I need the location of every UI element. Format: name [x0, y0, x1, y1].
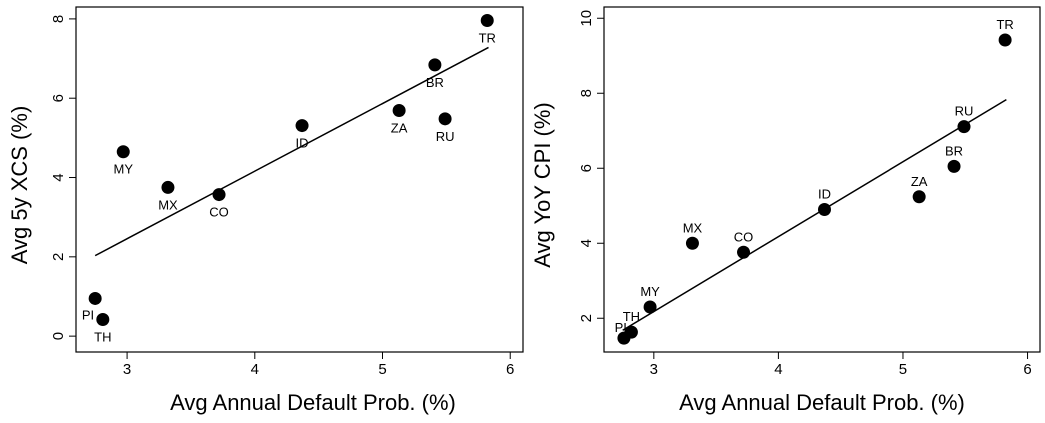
data-point: [392, 104, 406, 117]
data-point: [998, 33, 1012, 47]
x-tick-label: 4: [251, 361, 259, 378]
data-point-label: RU: [436, 129, 455, 144]
data-point: [480, 13, 494, 27]
data-point: [116, 145, 130, 159]
y-tick-label: 0: [50, 332, 67, 340]
plot-frame: [603, 6, 1041, 353]
data-point-label: ID: [296, 136, 309, 151]
y-tick-label: 2: [50, 253, 67, 261]
data-point-label: BR: [945, 143, 963, 158]
trend-line: [622, 98, 1007, 331]
data-point: [643, 300, 657, 314]
y-axis-title: Avg YoY CPI (%): [530, 102, 555, 268]
data-point-label: ID: [818, 187, 831, 202]
data-point-label: MX: [683, 220, 703, 235]
trend-line: [94, 46, 489, 257]
data-point-label: MY: [114, 162, 134, 177]
data-point-label: PI: [615, 320, 627, 335]
data-point: [912, 190, 926, 204]
data-point: [88, 291, 102, 305]
data-point-label: TH: [94, 329, 111, 344]
x-axis-title: Avg Annual Default Prob. (%): [679, 390, 965, 415]
y-tick-label: 10: [578, 10, 595, 27]
x-tick-label: 5: [899, 361, 907, 378]
x-tick-label: 3: [650, 361, 658, 378]
data-point-label: ZA: [391, 121, 408, 136]
data-point: [624, 325, 638, 339]
data-point-label: BR: [426, 75, 444, 90]
y-tick-label: 4: [578, 239, 595, 247]
y-tick-label: 6: [578, 164, 595, 172]
y-tick-label: 2: [578, 314, 595, 322]
data-point-label: RU: [955, 104, 974, 119]
y-axis-title: Avg 5y XCS (%): [7, 106, 32, 265]
plot-frame: [75, 6, 524, 353]
x-tick-label: 4: [774, 361, 782, 378]
y-tick-label: 4: [50, 173, 67, 181]
y-tick-label: 8: [50, 15, 67, 23]
data-point: [212, 188, 226, 202]
data-point: [428, 58, 442, 72]
y-tick-label: 6: [50, 94, 67, 102]
data-point: [957, 120, 971, 134]
data-point: [96, 312, 110, 326]
data-point-label: TR: [479, 30, 496, 45]
data-point: [737, 245, 751, 259]
x-tick-label: 6: [1023, 361, 1031, 378]
data-point-label: MY: [640, 284, 660, 299]
y-tick-label: 8: [578, 89, 595, 97]
data-point-label: TH: [623, 309, 640, 324]
data-point: [438, 112, 452, 126]
x-axis-title: Avg Annual Default Prob. (%): [170, 390, 456, 415]
data-point-label: CO: [734, 229, 754, 244]
x-tick-label: 5: [378, 361, 386, 378]
data-point: [947, 159, 961, 173]
right-scatter-panel: Avg Annual Default Prob. (%) Avg YoY CPI…: [530, 6, 1041, 415]
left-scatter-panel: Avg Annual Default Prob. (%) Avg 5y XCS …: [7, 6, 524, 415]
data-point: [161, 180, 175, 194]
data-point-label: TR: [996, 17, 1013, 32]
x-tick-label: 6: [506, 361, 514, 378]
data-point: [817, 203, 831, 216]
data-point: [685, 236, 699, 250]
data-point-label: MX: [158, 197, 178, 212]
x-tick-label: 3: [123, 361, 131, 378]
data-point-label: ZA: [911, 174, 928, 189]
data-point-label: PI: [82, 307, 94, 322]
data-point-label: CO: [209, 205, 229, 220]
data-point: [295, 119, 309, 133]
